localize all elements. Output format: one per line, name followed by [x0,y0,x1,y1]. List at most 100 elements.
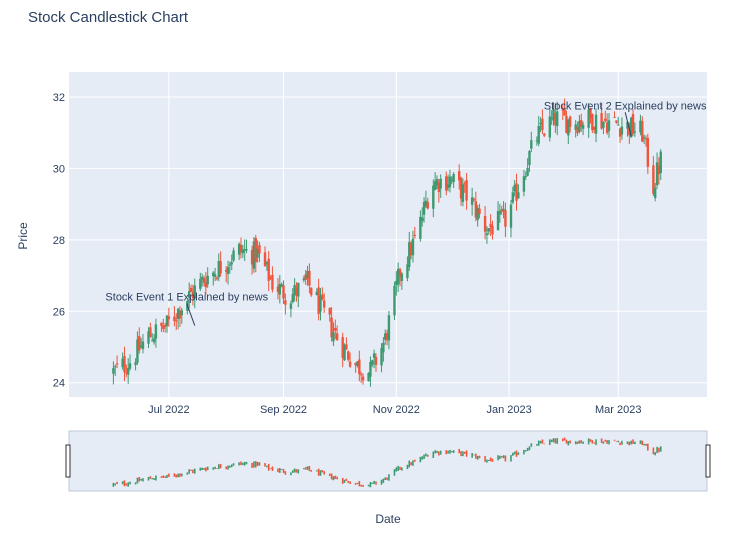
candle-body [232,250,235,261]
candle-body [550,118,553,120]
range-slider-left-handle[interactable] [65,444,71,478]
candle-body [204,282,208,288]
candle-body [581,124,585,129]
candle-body [114,366,117,368]
candle-body [256,248,259,258]
candle-body [162,325,165,329]
candle-body [580,120,583,127]
candle-body [487,228,490,232]
candle-body [652,165,655,194]
annotations: Stock Event 1 Explained by news Stock Eve… [105,100,707,326]
candle-body [470,197,474,205]
candle-body [165,315,169,326]
candle-body [304,274,307,280]
candle-body [385,333,389,341]
candle-body [382,342,385,353]
x-tick-label: Jul 2022 [148,404,190,416]
candle-body [543,133,546,136]
candle-body [655,162,659,186]
candle-body [548,116,552,138]
candle-body [568,116,572,127]
candle-body [384,333,387,340]
candle-body [535,140,539,142]
candle-body [446,184,450,188]
x-tick-label: Nov 2022 [373,404,420,416]
candle-body [554,113,557,126]
candle-body [306,270,309,279]
annotation-arrow [186,303,196,326]
candle-body [345,344,348,350]
candle-body [613,116,616,118]
candle-body [578,120,581,132]
candle-body [125,372,128,374]
candle-body [618,128,622,137]
candle-body [343,344,346,361]
candle-body [602,121,605,128]
candle-body [474,201,478,218]
candle-body [193,285,196,299]
candle-body [152,338,156,343]
candle-body [465,180,468,201]
candle-body [175,320,178,322]
range-slider[interactable] [68,430,708,492]
y-tick-label: 32 [53,92,65,104]
candle-body [191,291,195,299]
candle-body [424,200,428,207]
candle-body [302,278,306,281]
candle-body [289,303,293,309]
annotation-arrow [624,112,632,137]
candle-body [496,211,500,231]
candle-body [252,241,256,269]
candle-body [406,264,409,279]
candle-body [522,176,526,192]
candle-body [258,245,261,254]
candle-body [631,114,635,134]
candle-body [498,210,502,215]
candle-body [504,210,507,227]
range-slider-right-handle[interactable] [705,444,711,478]
candle-body [539,123,542,125]
annotation-label: Stock Event 1 Explained by news [105,292,268,304]
candle-body [138,336,141,351]
candle-body [592,126,596,130]
candle-body [589,108,592,118]
candle-body [659,151,662,173]
candle-body [642,137,646,139]
candle-body [115,363,119,365]
candle-body [347,351,350,360]
candle-body [502,208,505,211]
candle-body [422,202,426,215]
candles[interactable] [112,98,662,387]
candle-body [561,109,564,111]
candle-body [437,182,441,193]
candle-body [448,176,452,188]
candle-body [321,294,324,300]
candle-body [371,360,374,365]
candle-body [463,183,466,185]
candle-body [319,295,322,312]
candle-body [528,151,531,165]
candle-body [400,273,404,282]
candle-body [641,121,644,142]
candle-body [348,361,352,367]
candle-body [180,310,184,316]
candle-body [459,177,463,199]
candle-body [633,131,637,133]
candle-body [323,300,326,308]
candle-body [265,261,269,264]
candle-body [308,270,311,286]
plot-area[interactable] [69,72,707,397]
candle-body [526,168,529,176]
candle-body [395,280,398,286]
candle-body [435,179,439,186]
candle-body [604,118,607,122]
y-tick-label: 24 [53,378,65,390]
candle-body [278,283,282,295]
candle-body [617,124,620,126]
candle-body [594,114,598,134]
x-axis-title: Date [375,512,401,526]
candle-body [591,114,594,131]
candle-body [354,362,357,366]
candle-body [310,287,313,296]
chart-title: Stock Candlestick Chart [28,9,189,26]
